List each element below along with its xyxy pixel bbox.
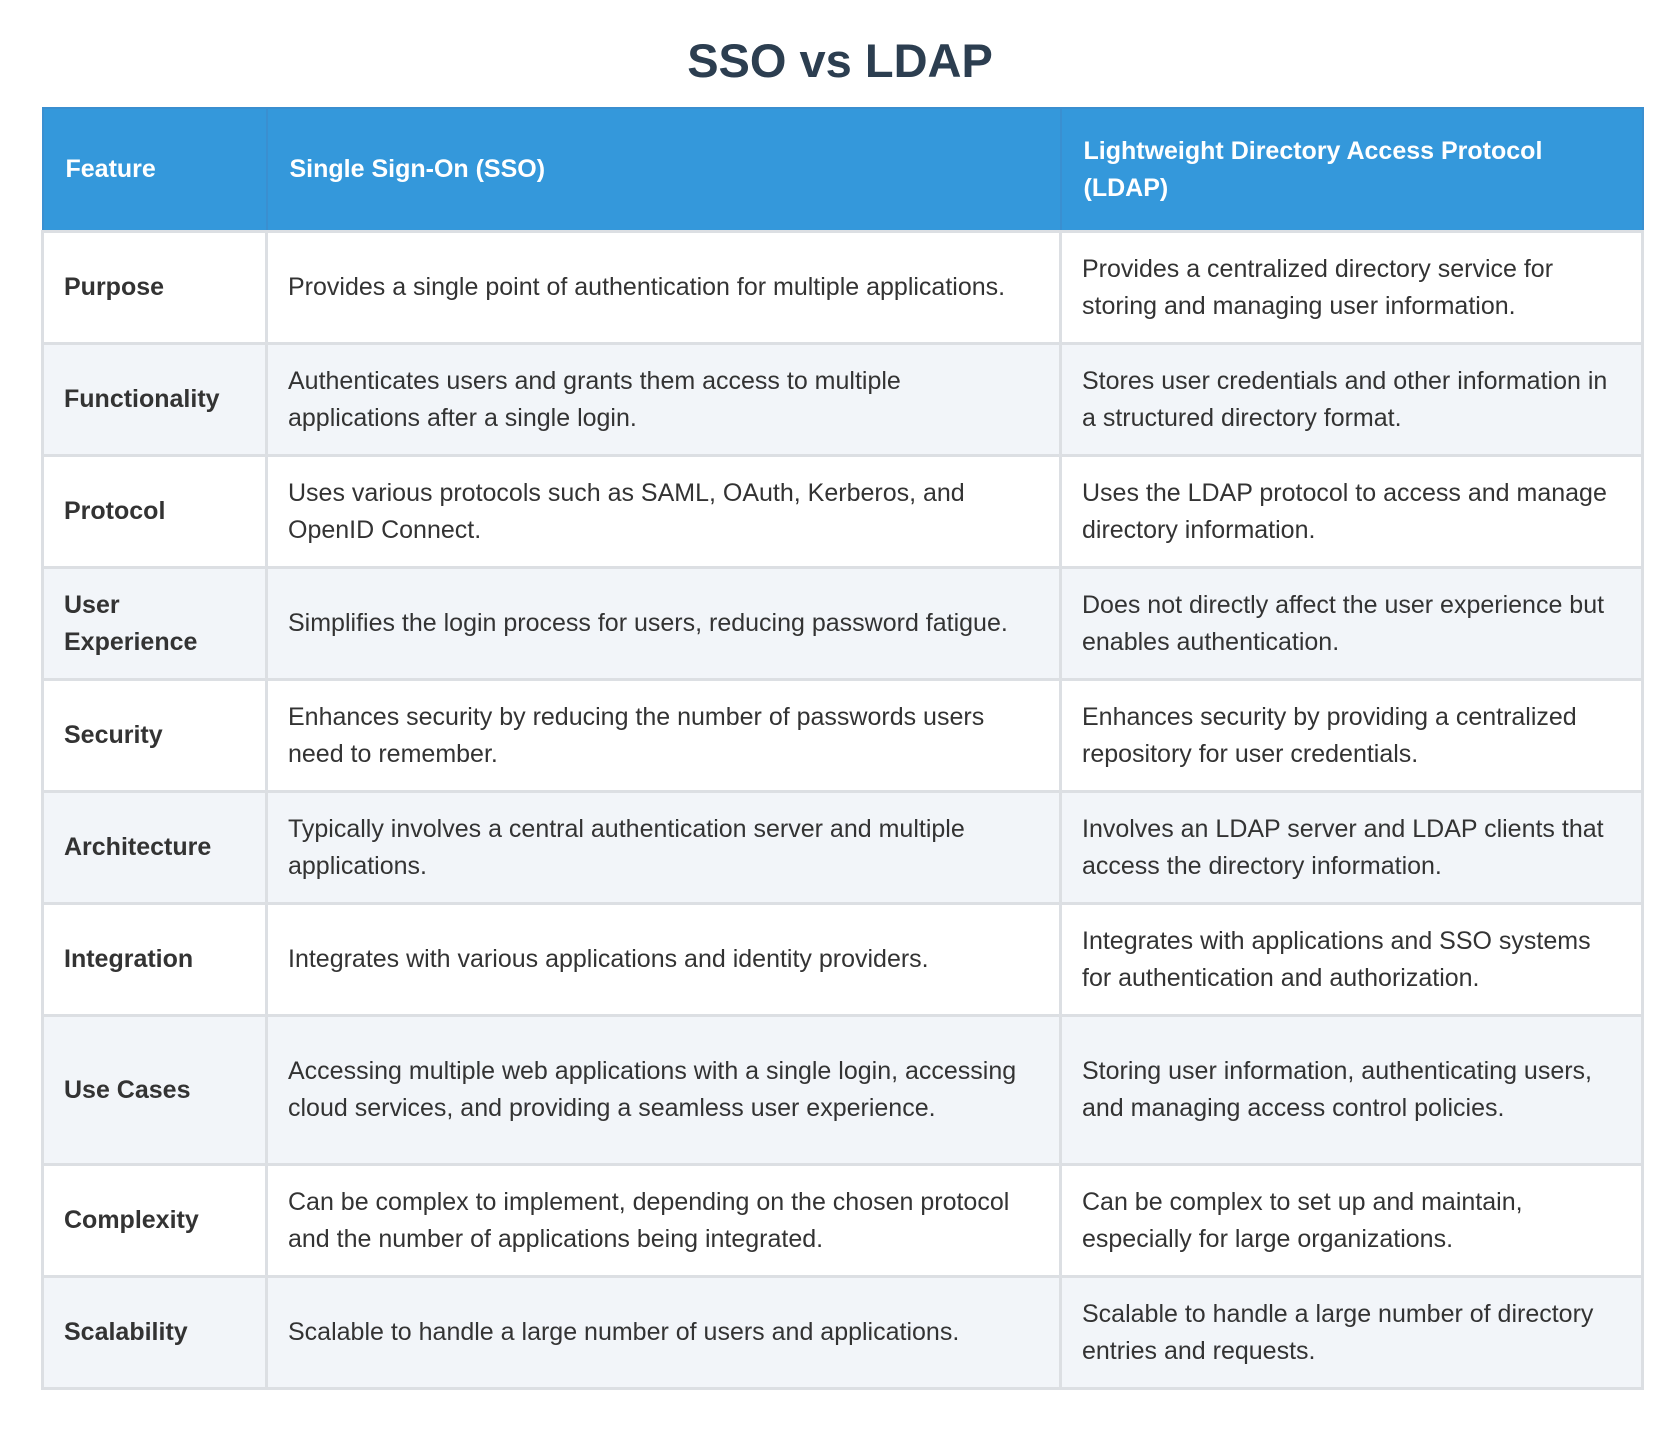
sso-cell: Uses various protocols such as SAML, OAu…	[265, 454, 1062, 569]
feature-cell: Scalability	[41, 1275, 268, 1390]
sso-cell: Accessing multiple web applications with…	[265, 1014, 1062, 1166]
sso-cell: Scalable to handle a large number of use…	[265, 1275, 1062, 1390]
feature-cell: Purpose	[41, 230, 268, 345]
ldap-cell: Stores user credentials and other inform…	[1059, 342, 1644, 457]
ldap-cell: Provides a centralized directory service…	[1059, 230, 1644, 345]
table-header: Feature Single Sign-On (SSO) Lightweight…	[41, 107, 1644, 233]
ldap-cell: Involves an LDAP server and LDAP clients…	[1059, 790, 1644, 905]
ldap-cell: Uses the LDAP protocol to access and man…	[1059, 454, 1644, 569]
sso-cell: Authenticates users and grants them acce…	[265, 342, 1062, 457]
feature-cell: Functionality	[41, 342, 268, 457]
table-row: Integration Integrates with various appl…	[41, 902, 1644, 1017]
sso-cell: Provides a single point of authenticatio…	[265, 230, 1062, 345]
table-row: Use Cases Accessing multiple web applica…	[41, 1014, 1644, 1166]
sso-cell: Can be complex to implement, depending o…	[265, 1163, 1062, 1278]
sso-cell: Enhances security by reducing the number…	[265, 678, 1062, 793]
feature-cell: Complexity	[41, 1163, 268, 1278]
ldap-cell: Integrates with applications and SSO sys…	[1059, 902, 1644, 1017]
table-row: Architecture Typically involves a centra…	[41, 790, 1644, 905]
sso-cell: Integrates with various applications and…	[265, 902, 1062, 1017]
page-title: SSO vs LDAP	[687, 34, 993, 87]
header-feature: Feature	[41, 107, 268, 233]
sso-cell: Typically involves a central authenticat…	[265, 790, 1062, 905]
sso-cell: Simplifies the login process for users, …	[265, 566, 1062, 681]
table-row: Purpose Provides a single point of authe…	[41, 230, 1644, 345]
comparison-table: Feature Single Sign-On (SSO) Lightweight…	[41, 107, 1644, 1390]
header-sso: Single Sign-On (SSO)	[265, 107, 1062, 233]
feature-cell: User Experience	[41, 566, 268, 681]
table-row: Scalability Scalable to handle a large n…	[41, 1275, 1644, 1390]
table-row: Protocol Uses various protocols such as …	[41, 454, 1644, 569]
ldap-cell: Scalable to handle a large number of dir…	[1059, 1275, 1644, 1390]
feature-cell: Use Cases	[41, 1014, 268, 1166]
ldap-cell: Can be complex to set up and maintain, e…	[1059, 1163, 1644, 1278]
header-ldap: Lightweight Directory Access Protocol (L…	[1059, 107, 1644, 233]
feature-cell: Integration	[41, 902, 268, 1017]
table-row: Complexity Can be complex to implement, …	[41, 1163, 1644, 1278]
ldap-cell: Does not directly affect the user experi…	[1059, 566, 1644, 681]
ldap-cell: Enhances security by providing a central…	[1059, 678, 1644, 793]
feature-cell: Protocol	[41, 454, 268, 569]
ldap-cell: Storing user information, authenticating…	[1059, 1014, 1644, 1166]
feature-cell: Architecture	[41, 790, 268, 905]
feature-cell: Security	[41, 678, 268, 793]
table-body: Purpose Provides a single point of authe…	[41, 230, 1644, 1390]
table-row: Functionality Authenticates users and gr…	[41, 342, 1644, 457]
table-row: Security Enhances security by reducing t…	[41, 678, 1644, 793]
table-row: User Experience Simplifies the login pro…	[41, 566, 1644, 681]
header-row: Feature Single Sign-On (SSO) Lightweight…	[41, 107, 1644, 233]
comparison-table-container: Feature Single Sign-On (SSO) Lightweight…	[41, 107, 1644, 1390]
